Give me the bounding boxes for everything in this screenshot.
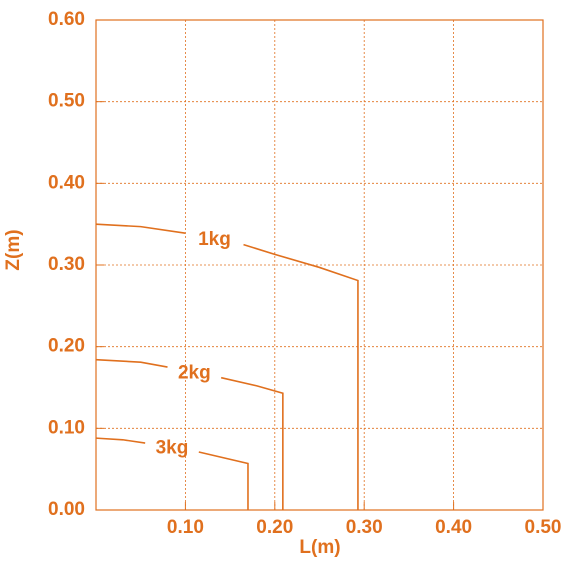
y-tick-label: 0.60: [48, 9, 85, 30]
y-tick-label: 0.20: [48, 336, 85, 357]
x-tick-label: 0.20: [256, 517, 293, 538]
contour-line: [95, 437, 249, 510]
y-tick-label: 0.40: [48, 172, 85, 193]
contour-line: [95, 358, 284, 510]
x-tick-label: 0.40: [435, 517, 472, 538]
x-tick-label: 0.50: [525, 517, 562, 538]
contour-label: 3kg: [156, 438, 189, 459]
y-tick-label: 0.00: [48, 499, 85, 520]
contour-label: 1kg: [198, 229, 231, 250]
plot-frame: [95, 19, 544, 511]
y-tick-label: 0.50: [48, 91, 85, 112]
contour-line: [95, 223, 359, 510]
y-tick-label: 0.30: [48, 254, 85, 275]
x-tick-label: 0.10: [167, 517, 204, 538]
y-tick-label: 0.10: [48, 417, 85, 438]
contour-label: 2kg: [178, 362, 211, 383]
x-tick-label: 0.30: [346, 517, 383, 538]
x-axis-label: L(m): [299, 537, 340, 558]
y-axis-label: Z(m): [3, 229, 24, 270]
